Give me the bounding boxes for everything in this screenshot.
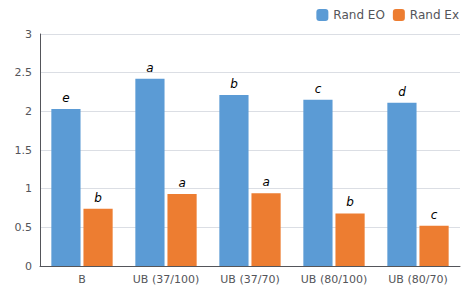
svg-text:3: 3: [25, 28, 32, 41]
svg-text:b: b: [94, 191, 102, 205]
svg-text:1.5: 1.5: [15, 144, 33, 157]
svg-text:Rand Ex: Rand Ex: [410, 8, 459, 22]
svg-text:UB (37/70): UB (37/70): [220, 273, 279, 286]
svg-text:a: a: [178, 176, 185, 190]
svg-text:0: 0: [25, 260, 32, 273]
svg-text:e: e: [62, 91, 69, 105]
svg-text:a: a: [146, 61, 153, 75]
svg-text:Rand EO: Rand EO: [333, 8, 385, 22]
svg-text:2: 2: [25, 105, 32, 118]
svg-text:UB (80/70): UB (80/70): [388, 273, 447, 286]
svg-text:c: c: [315, 82, 322, 96]
svg-text:b: b: [230, 77, 238, 91]
svg-text:UB (80/100): UB (80/100): [301, 273, 367, 286]
svg-text:1: 1: [25, 182, 32, 195]
svg-text:UB (37/100): UB (37/100): [133, 273, 199, 286]
svg-text:a: a: [262, 175, 269, 189]
svg-text:0.5: 0.5: [15, 221, 33, 234]
svg-text:c: c: [431, 208, 438, 222]
svg-text:2.5: 2.5: [15, 66, 33, 79]
svg-text:d: d: [398, 85, 406, 99]
svg-text:B: B: [78, 273, 86, 286]
svg-text:b: b: [346, 195, 354, 209]
